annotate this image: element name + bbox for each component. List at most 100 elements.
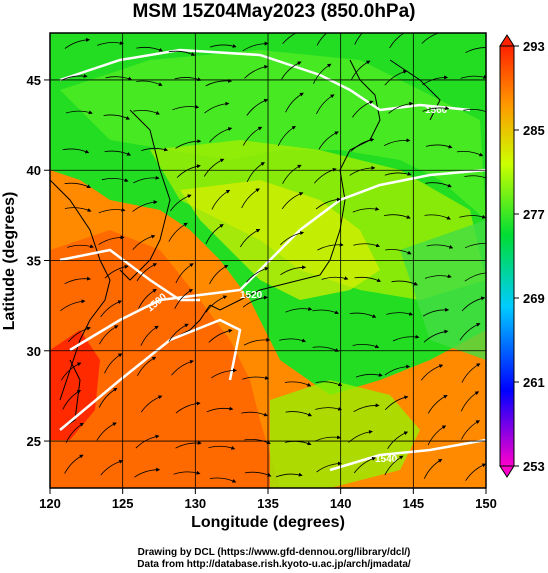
streamline: [464, 175, 486, 179]
streamline: [277, 125, 296, 147]
y-tick-label: 40: [27, 163, 41, 178]
streamline: [460, 391, 480, 412]
streamline: [460, 75, 486, 79]
colorbar-top-triangle: [499, 34, 515, 47]
streamline: [64, 207, 92, 212]
streamline: [275, 472, 303, 478]
streamline: [392, 334, 420, 342]
field-orange-region: [50, 230, 280, 488]
coastlines: [50, 59, 441, 431]
streamline: [321, 276, 349, 281]
streamline: [62, 148, 90, 154]
streamline: [316, 461, 342, 473]
colorbar-tick-label: 285: [523, 123, 545, 138]
streamline: [64, 182, 92, 189]
streamline: [318, 131, 339, 150]
x-tick-label: 130: [184, 496, 206, 511]
streamline: [175, 139, 202, 149]
field-lightgreen-region: [60, 50, 486, 220]
streamline: [208, 328, 233, 343]
streamline: [354, 276, 382, 282]
streamline: [285, 411, 313, 417]
streamline: [386, 311, 414, 316]
streamline: [420, 364, 444, 381]
streamline: [244, 65, 269, 79]
streamline: [424, 214, 451, 220]
streamline: [138, 288, 157, 309]
streamline: [246, 98, 269, 116]
streamline: [313, 63, 332, 84]
streamline: [204, 101, 230, 114]
contour-label: 1520: [240, 290, 263, 301]
streamline: [205, 295, 228, 313]
streamline: [280, 231, 305, 246]
streamline: [352, 206, 380, 213]
streamline: [136, 80, 163, 86]
streamline: [104, 150, 132, 156]
streamline: [242, 375, 270, 380]
streamline: [353, 403, 380, 413]
x-tick-label: 125: [112, 496, 134, 511]
streamline: [211, 368, 237, 379]
streamline: [104, 353, 123, 374]
y-axis-title: Latitude (degrees): [1, 192, 18, 331]
streamline: [100, 459, 124, 476]
streamline: [465, 463, 486, 481]
x-tick-label: 150: [475, 496, 497, 511]
streamline: [316, 94, 335, 115]
streamline: [422, 307, 450, 317]
streamline: [134, 467, 161, 478]
x-tick-label: 140: [330, 496, 352, 511]
streamline: [175, 263, 194, 284]
streamline: [464, 243, 486, 249]
streamline: [282, 33, 297, 45]
streamline: [281, 61, 302, 80]
streamline: [239, 229, 261, 248]
streamline: [316, 33, 328, 46]
streamline: [242, 126, 263, 146]
streamline: [355, 372, 383, 378]
streamline: [423, 329, 449, 343]
streamline: [141, 147, 169, 152]
streamline: [280, 265, 307, 276]
streamline: [422, 106, 450, 112]
streamline: [64, 37, 91, 49]
streamline: [132, 234, 156, 251]
streamline: [456, 150, 484, 157]
streamline: [312, 309, 339, 315]
streamline: [209, 477, 237, 483]
wind-streamlines: [60, 33, 486, 483]
streamline: [211, 189, 231, 210]
field-east-green-region: [400, 220, 486, 360]
contour-label: 1560: [425, 105, 448, 116]
streamline: [284, 440, 312, 446]
streamline: [384, 214, 411, 219]
streamline: [426, 244, 454, 249]
colorbar-tick-label: 253: [523, 459, 545, 474]
streamline: [140, 325, 159, 346]
streamline: [388, 101, 414, 114]
credit-line: Drawing by DCL (https://www.gfd-dennou.o…: [137, 547, 411, 558]
streamline: [282, 164, 302, 184]
streamline: [242, 295, 268, 308]
colorbar: 253 261 269 277 285 293: [499, 34, 545, 478]
x-axis-title: Longitude (degrees): [191, 514, 345, 531]
streamline: [175, 440, 202, 449]
streamline: [424, 274, 452, 279]
streamline: [62, 389, 82, 410]
streamline: [104, 264, 129, 279]
streamline: [315, 197, 341, 210]
colorbar-bottom-triangle: [499, 465, 515, 478]
streamline: [205, 224, 224, 245]
x-tick-label: 120: [39, 496, 61, 511]
streamline: [387, 431, 409, 450]
field-red-region: [50, 330, 100, 440]
streamline: [421, 33, 446, 44]
streamline: [461, 363, 481, 383]
streamline: [459, 214, 486, 219]
streamline: [96, 422, 117, 441]
streamline: [172, 104, 200, 111]
streamline: [105, 76, 133, 81]
streamline: [136, 46, 164, 52]
streamline: [241, 188, 260, 209]
